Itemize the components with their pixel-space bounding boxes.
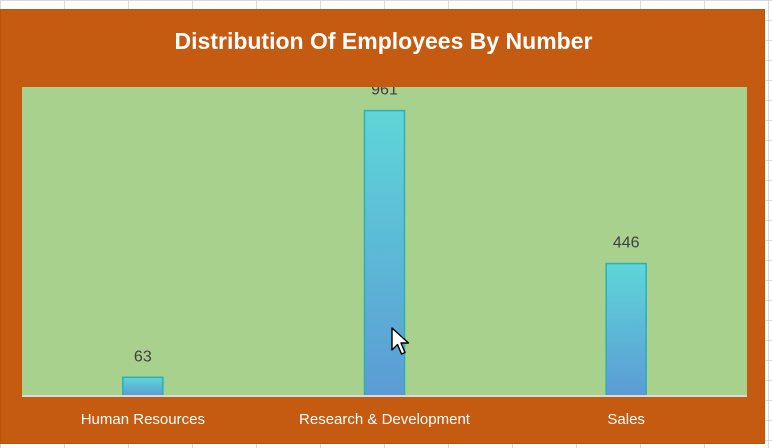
data-label-0: 63 (134, 348, 152, 365)
chart-frame[interactable]: Distribution Of Employees By Number 63 96… (0, 9, 765, 444)
plot-area[interactable]: 63 961 446 (22, 82, 747, 397)
plot-svg: 63 961 446 (22, 82, 747, 397)
x-tick-label-2: Sales (607, 411, 645, 428)
bar-0[interactable] (122, 376, 164, 397)
bar-2[interactable] (605, 262, 647, 397)
x-tick-label-1: Research & Development (299, 411, 470, 428)
x-tick-label-0: Human Resources (80, 411, 205, 428)
bars-group: 63 961 446 (122, 82, 647, 397)
chart-title: Distribution Of Employees By Number (174, 28, 593, 54)
bar-1[interactable] (363, 109, 406, 397)
arrow-cursor-icon (391, 327, 413, 362)
data-label-1: 961 (371, 87, 398, 99)
data-label-2: 446 (613, 235, 640, 252)
